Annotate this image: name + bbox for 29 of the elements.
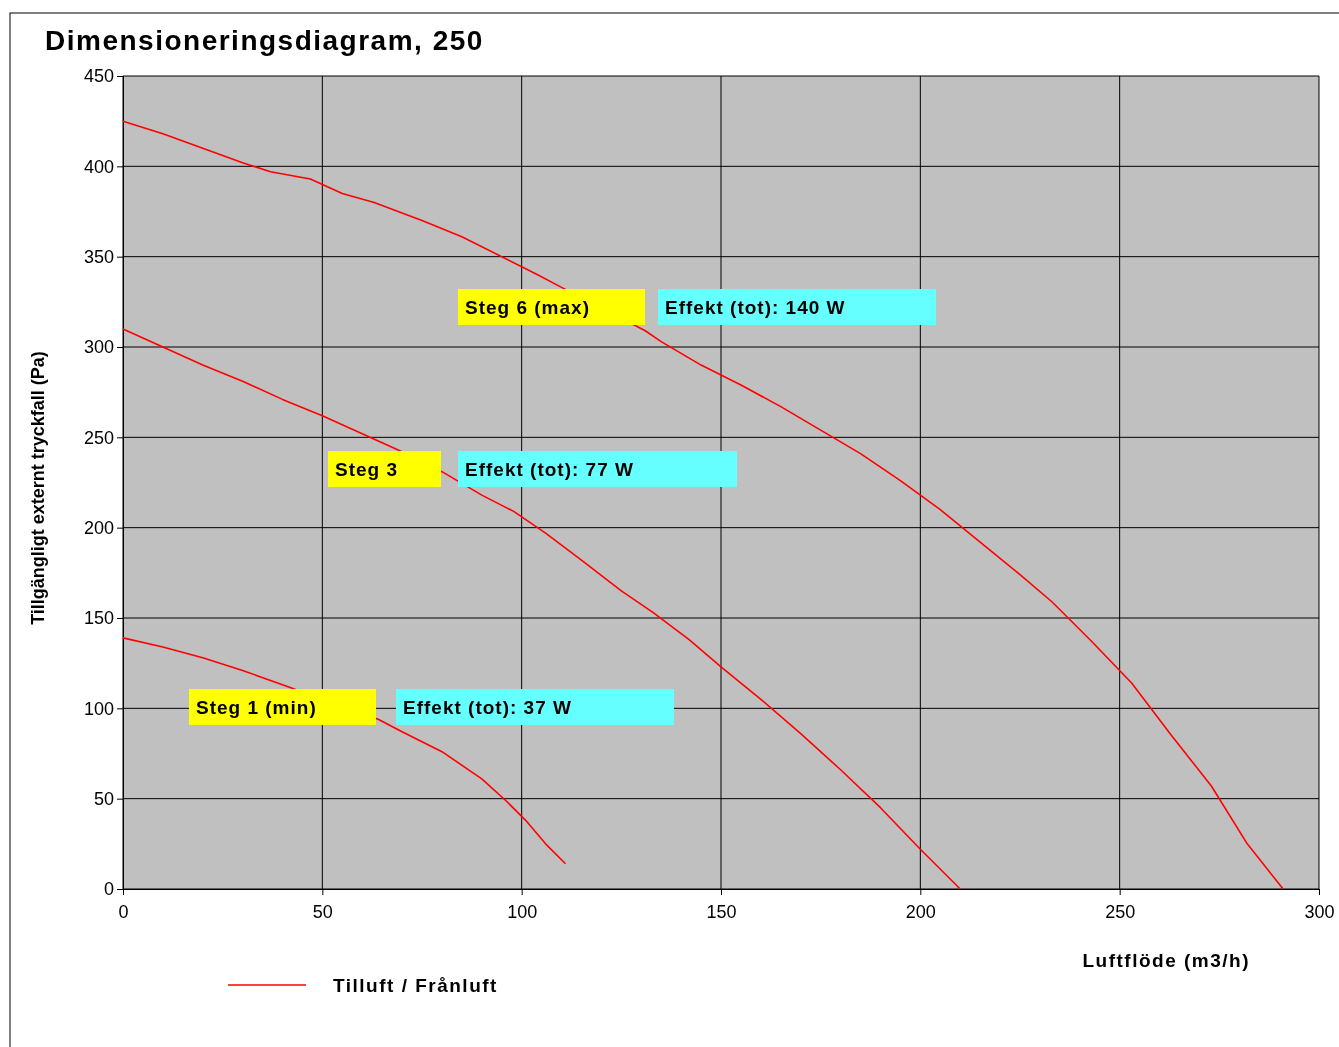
x-tick-label: 50 xyxy=(312,901,333,922)
x-tick-label: 300 xyxy=(1304,901,1335,922)
y-tick-label: 50 xyxy=(93,788,114,809)
x-tick-label: 100 xyxy=(507,901,538,922)
x-tick-label: 200 xyxy=(905,901,936,922)
y-tick-label: 200 xyxy=(83,517,114,538)
y-tick-label: 150 xyxy=(83,608,114,629)
annotation: Steg 3 xyxy=(335,458,399,480)
legend-label: Tilluft / Frånluft xyxy=(333,974,498,996)
line-series xyxy=(122,328,961,890)
line-series xyxy=(122,120,1284,890)
y-tick-label: 350 xyxy=(83,246,114,267)
annotation: Effekt (tot): 140 W xyxy=(665,296,846,318)
y-tick-label: 100 xyxy=(83,698,114,719)
y-tick-label: 400 xyxy=(83,156,114,177)
y-tick-label: 450 xyxy=(83,66,114,87)
y-tick-label: 250 xyxy=(83,427,114,448)
y-axis-title: Tillgängligt externt tryckfall (Pa) xyxy=(28,351,48,625)
y-tick-label: 300 xyxy=(83,337,114,358)
annotation: Steg 1 (min) xyxy=(196,696,317,718)
annotation: Effekt (tot): 37 W xyxy=(403,696,572,718)
annotation: Effekt (tot): 77 W xyxy=(465,458,634,480)
x-tick-label: 150 xyxy=(706,901,737,922)
x-tick-label: 250 xyxy=(1105,901,1136,922)
y-tick-label: 0 xyxy=(103,879,114,900)
x-axis-title: Luftflöde (m3/h) xyxy=(1082,950,1250,971)
annotation: Steg 6 (max) xyxy=(465,296,590,318)
x-tick-label: 0 xyxy=(118,901,129,922)
chart-title: Dimensioneringsdiagram, 250 xyxy=(45,25,484,56)
